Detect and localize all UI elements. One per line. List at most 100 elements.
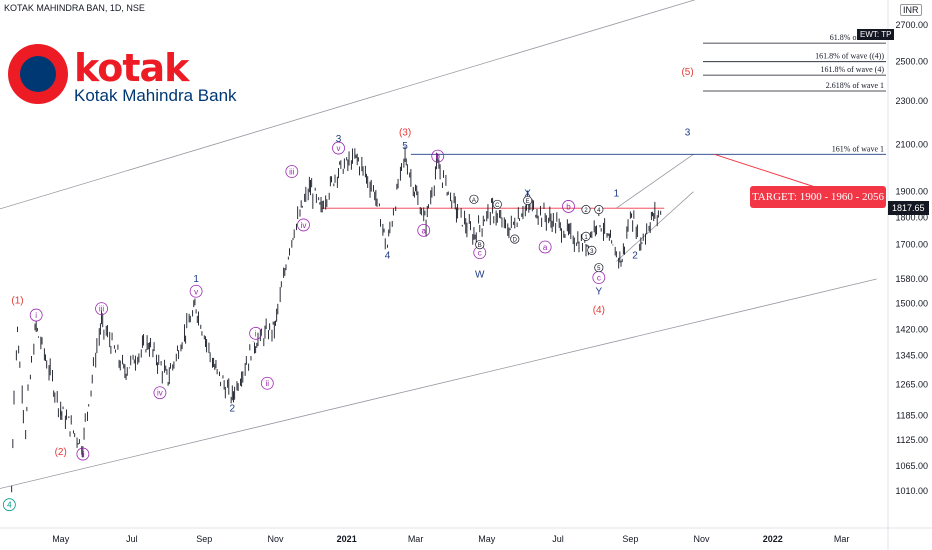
wave-label-circle	[562, 200, 575, 213]
wave-label: iii	[289, 168, 295, 177]
wave-label: ii	[266, 379, 270, 388]
y-tick-label: 1265.00	[895, 379, 928, 389]
wave-label: 1	[193, 274, 199, 285]
wave-label-circle	[417, 223, 431, 237]
minor-wave-label: D	[513, 238, 518, 244]
fib-level-label: 61.8% of wave 1	[830, 33, 884, 42]
minor-label-circle	[475, 240, 485, 250]
wave-label-circle	[76, 447, 90, 461]
wave-label-circle	[249, 326, 263, 340]
brand-logo: kotak Kotak Mahindra Bank	[8, 44, 238, 114]
x-tick-label: Mar	[834, 534, 850, 544]
y-tick-label: 1420.00	[895, 325, 928, 335]
wave-label-circle	[260, 376, 274, 390]
minor-wave-label: 3	[590, 249, 594, 255]
y-tick-label: 1700.00	[895, 239, 928, 249]
minor-label-circle	[594, 205, 604, 215]
fib-level-label: 2.618% of wave 1	[826, 81, 884, 90]
wave-label: X	[524, 189, 531, 200]
wave-label-circle	[332, 141, 345, 155]
y-tick-label: 1800.00	[895, 212, 928, 222]
x-tick-label: May	[478, 534, 496, 544]
target-pointer	[714, 153, 816, 188]
wave-label-circle	[297, 218, 310, 232]
wave-label: b	[436, 152, 441, 161]
minor-wave-label: C	[495, 203, 500, 209]
y-tick-label: 2300.00	[895, 96, 928, 106]
target-callout[interactable]: TARGET: 1900 - 1960 - 2056	[750, 186, 886, 208]
fib-level-label: 161% of wave 1	[832, 144, 884, 153]
minor-label-circle	[492, 199, 502, 209]
x-tick-label: Sep	[622, 534, 638, 544]
channel-line	[0, 278, 877, 489]
wave-label: c	[597, 274, 601, 283]
y-tick-label: 1125.00	[896, 435, 928, 445]
x-tick-label: Jul	[126, 534, 138, 544]
wave-label-circle	[285, 165, 299, 178]
wave-label: (1)	[11, 296, 23, 307]
minor-wave-label: E	[526, 199, 530, 205]
wave-label: (2)	[55, 447, 67, 458]
minor-label-circle	[469, 194, 479, 204]
minor-label-circle	[581, 231, 591, 241]
wave-label-circle	[189, 284, 203, 298]
y-tick-label: 1010.00	[895, 486, 928, 496]
x-tick-label: Nov	[267, 534, 284, 544]
wave-label: c	[478, 249, 482, 258]
minor-label-circle	[510, 234, 520, 244]
x-tick-label: 2022	[763, 534, 783, 544]
minor-label-circle	[587, 245, 597, 255]
currency-tag[interactable]: INR	[900, 4, 922, 16]
wave-label: i	[35, 311, 37, 320]
y-tick-label: 1345.00	[895, 350, 928, 360]
y-tick-label: 2700.00	[895, 20, 928, 30]
minor-wave-label: 5	[597, 266, 601, 272]
y-tick-label: 1065.00	[895, 461, 928, 471]
logo-mark	[8, 44, 68, 104]
wave-label-circle	[538, 240, 552, 254]
wave-label: iv	[157, 389, 163, 398]
y-tick-label: 2500.00	[895, 57, 928, 67]
fib-level-label: 161.8% of wave ((4))	[815, 52, 884, 61]
wave-label: v	[337, 144, 341, 153]
wave-label: 2	[632, 250, 638, 261]
y-tick-label: 1580.00	[895, 274, 928, 284]
wave-label: 1	[614, 189, 620, 200]
symbol-title: KOTAK MAHINDRA BAN, 1D, NSE	[4, 3, 145, 13]
wave-label-circle	[2, 498, 16, 512]
x-tick-label: 2021	[337, 534, 357, 544]
wave-label-circle	[153, 386, 167, 400]
wave-label: iv	[301, 221, 307, 230]
channel-line	[0, 0, 696, 210]
wave-label: b	[566, 202, 571, 211]
wave-label: 4	[7, 501, 12, 510]
wave-label: 2	[230, 403, 236, 414]
fib-level-label: 161.8% of wave (4)	[820, 65, 884, 74]
x-tick-label: Mar	[408, 534, 424, 544]
wave-label: 3	[685, 127, 691, 138]
minor-wave-label: A	[472, 198, 476, 204]
y-tick-label: 2100.00	[895, 139, 928, 149]
wave-label: a	[422, 226, 427, 235]
x-tick-label: Nov	[694, 534, 711, 544]
wave-label: (3)	[399, 127, 411, 138]
logo-inner-circle	[20, 56, 56, 92]
minor-wave-label: 4	[597, 208, 601, 214]
wave-label: a	[543, 243, 548, 252]
wave-label: 5	[402, 141, 408, 152]
wave-label: (4)	[593, 305, 605, 316]
y-tick-label: 1185.00	[896, 410, 928, 420]
wave-label: v	[194, 287, 198, 296]
channel-line	[616, 153, 694, 209]
wave-label-circle	[95, 302, 108, 316]
y-tick-label: 1900.00	[895, 187, 928, 197]
minor-wave-label: B	[478, 243, 482, 249]
y-tick-label: 1500.00	[895, 299, 928, 309]
minor-label-circle	[581, 205, 591, 215]
wave-label: ii	[81, 450, 85, 459]
x-tick-label: Sep	[196, 534, 212, 544]
x-tick-label: May	[52, 534, 70, 544]
minor-wave-label: 2	[584, 208, 588, 214]
